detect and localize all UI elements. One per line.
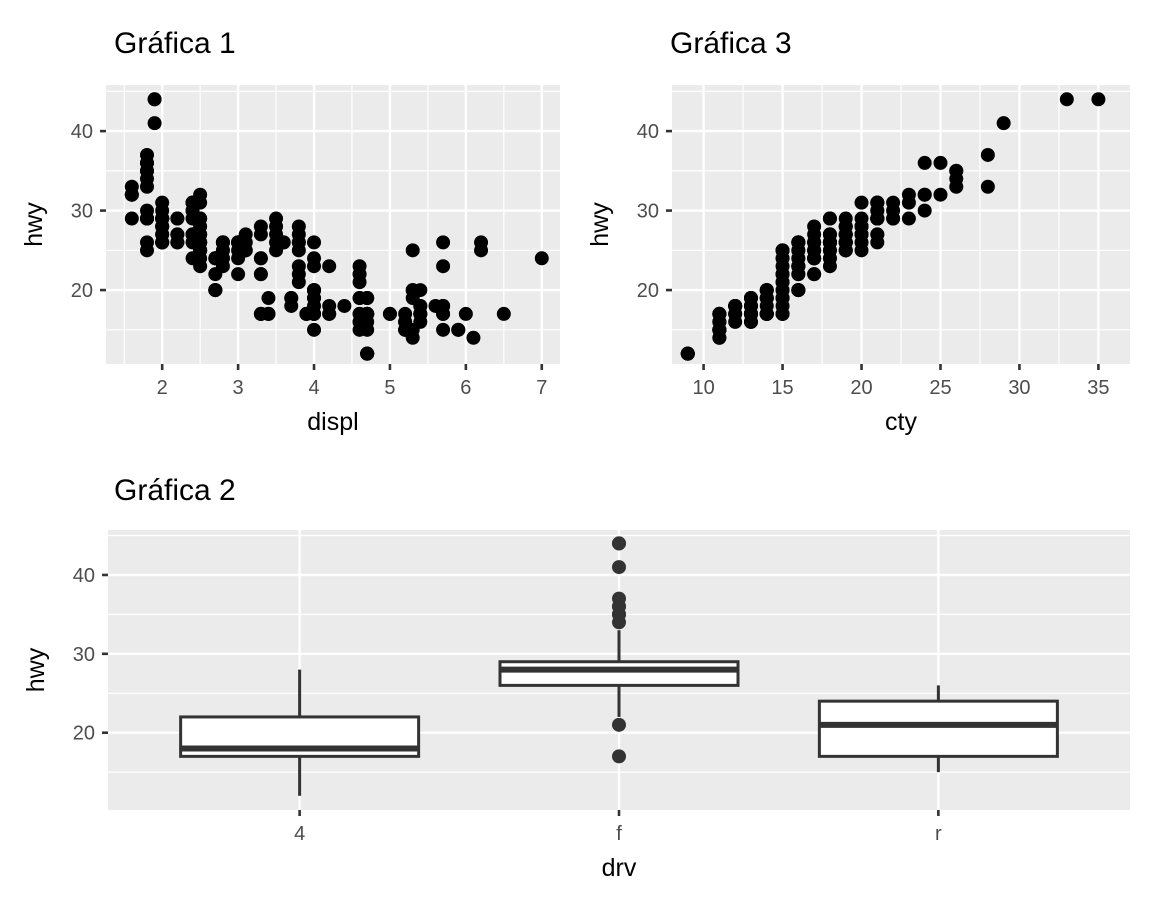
- svg-text:40: 40: [637, 121, 659, 143]
- svg-text:20: 20: [637, 280, 659, 302]
- chart-title-grafica-2: Gráfica 2: [114, 474, 236, 507]
- svg-text:15: 15: [771, 377, 793, 399]
- svg-text:40: 40: [71, 121, 93, 143]
- axes: 20 30 40 10 15 20 25 30 35: [637, 121, 1110, 399]
- y-axis-title: hwy: [20, 202, 48, 247]
- box-r: [817, 699, 1059, 758]
- box-f: [498, 660, 740, 687]
- svg-text:4: 4: [308, 377, 319, 399]
- svg-text:40: 40: [73, 565, 95, 587]
- svg-text:10: 10: [692, 377, 714, 399]
- chart-grafica-3: Gráfica 3 20 30 40 10 15 20 25 30 35 cty hwy: [576, 0, 1152, 460]
- svg-text:25: 25: [929, 377, 951, 399]
- x-axis-title: displ: [307, 408, 358, 436]
- svg-text:6: 6: [460, 377, 471, 399]
- svg-text:4: 4: [294, 823, 305, 845]
- chart-title-grafica-3: Gráfica 3: [670, 27, 792, 60]
- y-axis-title: hwy: [586, 202, 614, 247]
- chart-canvas-grafica-2: 20 30 40 4 f r drv hwy: [22, 530, 1130, 882]
- svg-text:r: r: [935, 823, 942, 845]
- scatter-points: [680, 92, 1106, 361]
- svg-text:30: 30: [1008, 377, 1030, 399]
- boxplots: [179, 536, 1059, 796]
- x-axis-title: drv: [602, 854, 637, 882]
- svg-text:f: f: [616, 823, 622, 845]
- svg-text:30: 30: [71, 201, 93, 223]
- chart-canvas-grafica-3: 20 30 40 10 15 20 25 30 35 cty hwy: [586, 85, 1130, 436]
- scatter-points: [124, 92, 549, 361]
- chart-grafica-1: Gráfica 1 20 30 40 2 3 4 5 6 7 displ hwy: [0, 0, 576, 460]
- y-axis-title: hwy: [22, 647, 50, 692]
- svg-text:5: 5: [384, 377, 395, 399]
- svg-text:20: 20: [73, 723, 95, 745]
- svg-text:20: 20: [850, 377, 872, 399]
- svg-text:35: 35: [1087, 377, 1109, 399]
- svg-text:30: 30: [637, 201, 659, 223]
- axes: 20 30 40 2 3 4 5 6 7: [71, 121, 548, 399]
- chart-title-grafica-1: Gráfica 1: [114, 27, 236, 60]
- svg-text:2: 2: [157, 377, 168, 399]
- svg-text:3: 3: [233, 377, 244, 399]
- chart-canvas-grafica-1: 20 30 40 2 3 4 5 6 7 displ hwy: [20, 85, 560, 436]
- x-axis-title: cty: [885, 408, 917, 436]
- svg-text:30: 30: [73, 644, 95, 666]
- axes: 20 30 40 4 f r: [73, 565, 942, 845]
- chart-grafica-2: Gráfica 2 20 30 40 4 f r drv hwy: [0, 460, 1152, 921]
- svg-text:7: 7: [536, 377, 547, 399]
- svg-text:20: 20: [71, 280, 93, 302]
